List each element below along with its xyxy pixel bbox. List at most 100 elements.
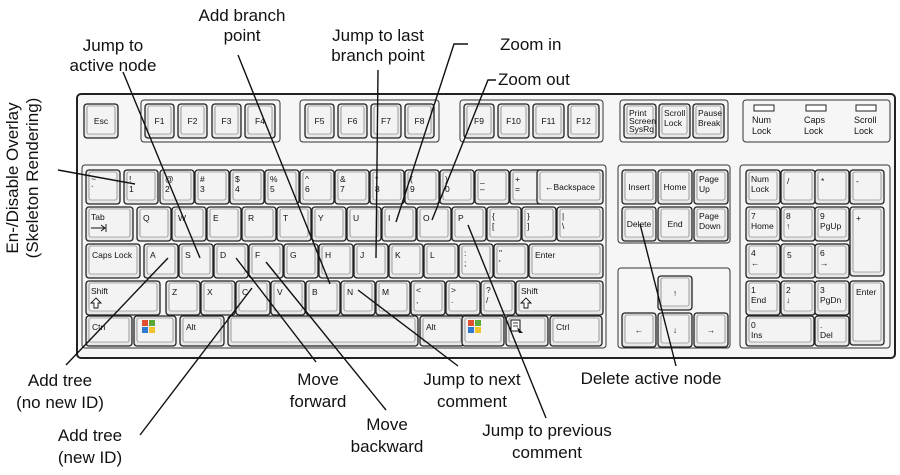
key-delete[interactable]: Delete: [621, 206, 657, 242]
key-p[interactable]: P: [451, 206, 487, 242]
key-k[interactable]: K: [388, 243, 424, 279]
key-f7[interactable]: F7: [370, 103, 402, 139]
key-kp-mul[interactable]: *: [814, 169, 850, 205]
key-label-kp7-2: Home: [751, 221, 774, 231]
key-plus[interactable]: +=: [509, 169, 545, 205]
key-m[interactable]: M: [375, 280, 411, 316]
key-ctrl-r[interactable]: Ctrl: [549, 315, 603, 347]
key-home[interactable]: Home: [657, 169, 693, 205]
key-g[interactable]: G: [283, 243, 319, 279]
key-arrow-right[interactable]: →: [693, 312, 729, 348]
key-o[interactable]: O: [416, 206, 452, 242]
key-alt-l[interactable]: Alt: [179, 315, 225, 347]
key-c[interactable]: C: [235, 280, 271, 316]
key-q[interactable]: Q: [136, 206, 172, 242]
key-minus[interactable]: _–: [474, 169, 510, 205]
key-h[interactable]: H: [318, 243, 354, 279]
key-kp-minus[interactable]: -: [849, 169, 885, 205]
key-f9[interactable]: F9: [463, 103, 495, 139]
key-quote[interactable]: "': [493, 243, 529, 279]
key-kp-enter[interactable]: Enter: [849, 280, 885, 346]
key-x[interactable]: X: [200, 280, 236, 316]
key-pipe[interactable]: |\: [556, 206, 604, 242]
key-tilde[interactable]: ~`: [85, 169, 121, 205]
key-n4[interactable]: $4: [229, 169, 265, 205]
key-f2[interactable]: F2: [177, 103, 208, 139]
key-alt-r[interactable]: Alt: [419, 315, 465, 347]
key-d[interactable]: D: [213, 243, 249, 279]
key-tab[interactable]: Tab: [85, 206, 134, 242]
key-caps[interactable]: Caps Lock: [85, 243, 141, 279]
key-shift-l[interactable]: Shift: [85, 280, 161, 316]
key-n5[interactable]: %5: [264, 169, 300, 205]
key-kp4[interactable]: 4←: [745, 243, 781, 279]
key-kp2[interactable]: 2↓: [780, 280, 816, 316]
key-kp6[interactable]: 6→: [814, 243, 850, 279]
key-comma[interactable]: <,: [410, 280, 446, 316]
key-label-kp9-1: 9: [820, 211, 825, 221]
key-ctrl-l[interactable]: Ctrl: [85, 315, 133, 347]
key-label-quote-2: ': [499, 258, 501, 268]
key-enter[interactable]: Enter: [528, 243, 604, 279]
key-n8[interactable]: *8: [369, 169, 405, 205]
key-kp-dot[interactable]: .Del: [814, 315, 850, 347]
key-kp-div[interactable]: /: [780, 169, 816, 205]
key-r[interactable]: R: [241, 206, 277, 242]
key-n1[interactable]: !1: [123, 169, 159, 205]
key-w[interactable]: W: [171, 206, 207, 242]
key-end[interactable]: End: [657, 206, 693, 242]
key-label-a: A: [150, 250, 156, 260]
key-semi[interactable]: :;: [458, 243, 494, 279]
key-f[interactable]: F: [248, 243, 284, 279]
key-z[interactable]: Z: [165, 280, 201, 316]
key-j[interactable]: J: [353, 243, 389, 279]
key-period[interactable]: >.: [445, 280, 481, 316]
key-n6[interactable]: ^6: [299, 169, 335, 205]
key-arrow-left[interactable]: ←: [621, 312, 657, 348]
key-esc[interactable]: Esc: [83, 103, 119, 139]
key-n3[interactable]: #3: [194, 169, 230, 205]
key-shift-r[interactable]: Shift: [515, 280, 604, 316]
key-f12[interactable]: F12: [567, 103, 600, 139]
key-backspace[interactable]: ←Backspace: [536, 169, 604, 205]
key-rbrace[interactable]: }]: [521, 206, 557, 242]
key-f8[interactable]: F8: [404, 103, 435, 139]
key-v[interactable]: V: [270, 280, 306, 316]
key-f6[interactable]: F6: [337, 103, 368, 139]
key-insert[interactable]: Insert: [621, 169, 657, 205]
key-f5[interactable]: F5: [304, 103, 335, 139]
key-arrow-down[interactable]: ↓: [657, 312, 693, 348]
key-y[interactable]: Y: [311, 206, 347, 242]
key-space[interactable]: [227, 315, 419, 347]
key-f3[interactable]: F3: [211, 103, 242, 139]
key-n[interactable]: N: [340, 280, 376, 316]
key-n9[interactable]: (9: [404, 169, 440, 205]
key-kp5[interactable]: 5: [780, 243, 816, 279]
key-lbrace[interactable]: {[: [486, 206, 522, 242]
key-u[interactable]: U: [346, 206, 382, 242]
key-kp-plus[interactable]: +: [849, 206, 885, 277]
key-f10[interactable]: F10: [497, 103, 530, 139]
key-i[interactable]: I: [381, 206, 417, 242]
key-b[interactable]: B: [305, 280, 341, 316]
key-s[interactable]: S: [178, 243, 214, 279]
key-n7[interactable]: &7: [334, 169, 370, 205]
key-e[interactable]: E: [206, 206, 242, 242]
key-a[interactable]: A: [143, 243, 179, 279]
key-l[interactable]: L: [423, 243, 459, 279]
key-arrow-up[interactable]: ↑: [657, 275, 693, 311]
key-f11[interactable]: F11: [532, 103, 565, 139]
key-f1[interactable]: F1: [144, 103, 175, 139]
key-kp8[interactable]: 8↑: [780, 206, 816, 242]
